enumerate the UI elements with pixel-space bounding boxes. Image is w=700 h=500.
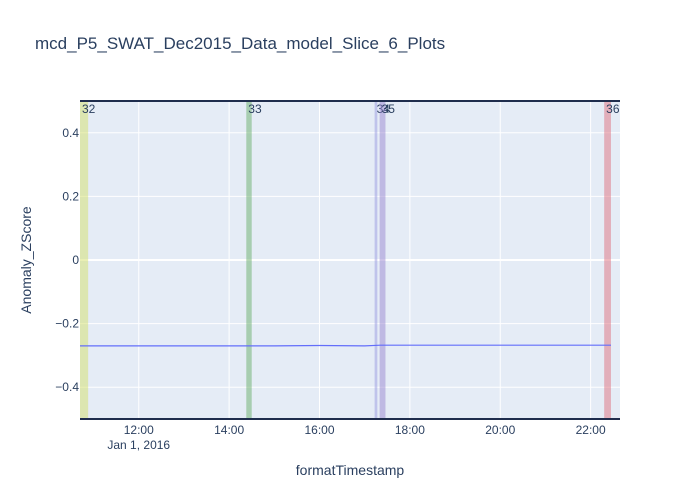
anomaly-band-34 — [374, 101, 378, 419]
tick-labels: 12:00 14:00 16:00 18:00 20:00 22:00 Jan 1, 201… — [55, 126, 606, 452]
x-axis-title-text: formatTimestamp — [295, 462, 405, 478]
anomaly-band-32 — [80, 101, 89, 419]
y-tick-label: −0.4 — [55, 380, 79, 394]
anomaly-band-33 — [246, 101, 252, 419]
y-tick-label: −0.2 — [55, 317, 79, 331]
x-tick-label: 14:00 — [214, 423, 244, 437]
y-tick-label: 0.4 — [62, 126, 79, 140]
x-date-label: Jan 1, 2016 — [107, 438, 170, 452]
x-tick-label: 16:00 — [304, 423, 334, 437]
anomaly-bands: 3233343536 — [80, 101, 620, 419]
anomaly-band-36 — [604, 101, 611, 419]
anomaly-band-label: 33 — [248, 102, 262, 116]
grid-layer — [80, 101, 620, 419]
x-tick-label: 20:00 — [485, 423, 515, 437]
x-tick-label: 18:00 — [395, 423, 425, 437]
series-layer — [80, 344, 611, 347]
x-tick-label: 12:00 — [124, 423, 154, 437]
chart-title: mcd_P5_SWAT_Dec2015_Data_model_Slice_6_P… — [35, 34, 446, 53]
anomaly-band-label: 32 — [82, 102, 96, 116]
y-axis-title: Anomaly_ZScore — [18, 206, 34, 314]
plot-frame — [80, 100, 620, 420]
anomaly-band-label: 35 — [382, 102, 396, 116]
x-tick-label: 22:00 — [576, 423, 606, 437]
anomaly-band-label: 36 — [606, 102, 620, 116]
series-line — [80, 344, 611, 347]
y-tick-label: 0 — [72, 253, 79, 267]
y-tick-label: 0.2 — [62, 189, 79, 203]
anomaly-band-35 — [379, 101, 386, 419]
x-axis-title: formatTimestamp — [0, 462, 700, 478]
